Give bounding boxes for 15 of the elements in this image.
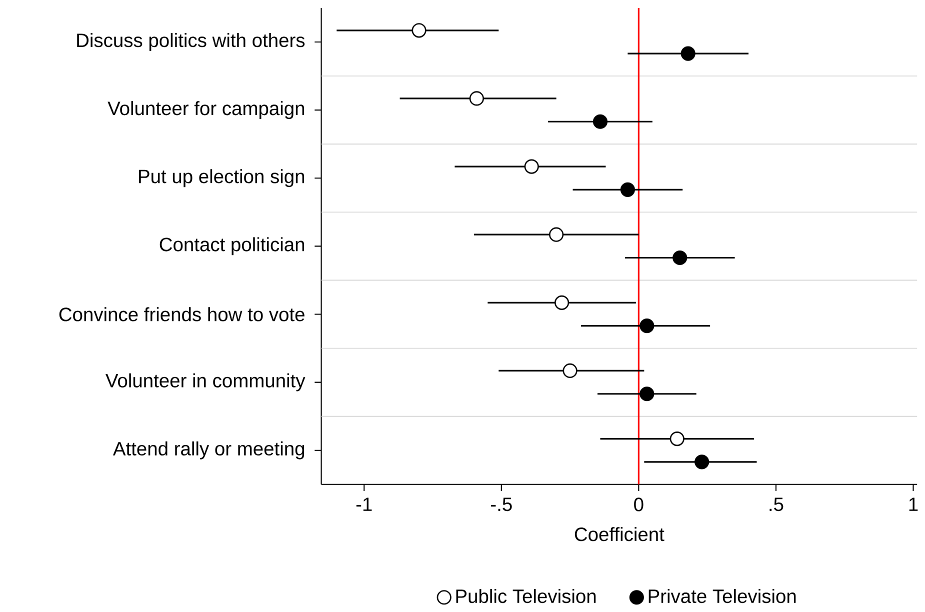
legend-label: Private Television xyxy=(648,588,796,603)
y-tick-label: Volunteer in community xyxy=(106,373,306,392)
y-tick-label: Discuss politics with others xyxy=(77,32,305,51)
x-tick-label: 1 xyxy=(909,497,918,511)
y-tick-label: Contact politician xyxy=(160,237,304,255)
y-tick-label: Convince friends how to vote xyxy=(59,306,304,322)
x-tick-label: 0 xyxy=(634,497,644,512)
x-axis-title: Coefficient xyxy=(574,526,664,541)
legend-label: Public Television xyxy=(456,588,596,603)
y-tick-label: Attend rally or meeting xyxy=(112,441,304,460)
x-tick-label: .5 xyxy=(770,497,784,511)
y-tick-label: Put up election sign xyxy=(139,168,304,187)
x-tick-label: -1 xyxy=(356,497,372,511)
y-tick-label: Volunteer for campaign xyxy=(108,100,304,119)
x-tick-label: -.5 xyxy=(491,497,512,511)
